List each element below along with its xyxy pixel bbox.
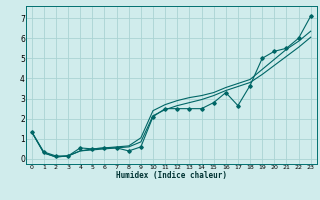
X-axis label: Humidex (Indice chaleur): Humidex (Indice chaleur) — [116, 171, 227, 180]
